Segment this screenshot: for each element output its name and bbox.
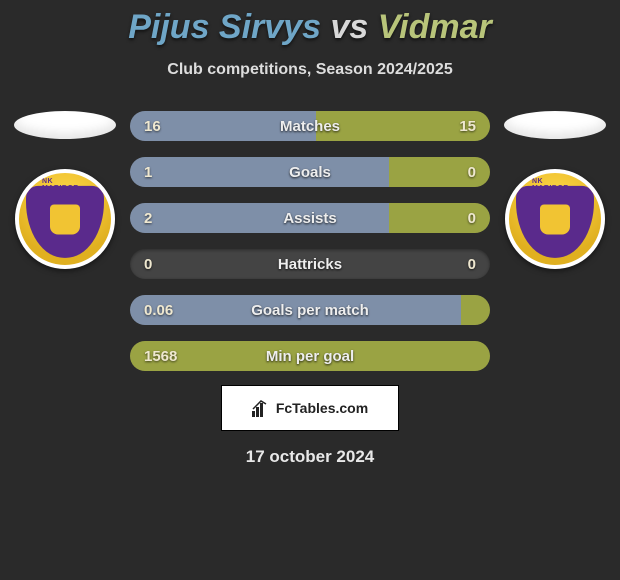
crest-shield-center [540,204,570,234]
page-title: Pijus Sirvys vs Vidmar [0,0,620,47]
bar-value-left: 0.06 [144,295,173,325]
footer-attribution: FcTables.com [221,385,399,431]
subtitle: Club competitions, Season 2024/2025 [0,61,620,79]
content-row: NK MARIBOR 1960 1615Matches10Goals20Assi… [0,111,620,371]
bar-segment-left [130,295,461,325]
bar-value-left: 16 [144,111,161,141]
bar-list: 1615Matches10Goals20Assists00Hattricks0.… [130,111,490,371]
bar-value-left: 1568 [144,341,177,371]
stat-bar: 10Goals [130,157,490,187]
bar-value-right: 15 [459,111,476,141]
bar-segment-right [461,295,490,325]
stat-bar: 0.06Goals per match [130,295,490,325]
crest-shield-center [50,204,80,234]
title-right: Vidmar [378,8,492,46]
stat-bar: 0 0Hattricks [130,249,490,279]
title-vs: vs [321,8,378,46]
club-crest-left: NK MARIBOR 1960 [15,169,115,269]
bar-value-right: 0 [468,203,476,233]
stat-bar: 1568Min per goal [130,341,490,371]
bar-segment-left [130,203,389,233]
left-side: NK MARIBOR 1960 [10,111,120,269]
fctables-logo-icon [252,399,272,417]
club-crest-right: NK MARIBOR 1960 [505,169,605,269]
bar-value-right: 0 [468,157,476,187]
player-silhouette-left [14,111,116,139]
comparison-infographic: Pijus Sirvys vs Vidmar Club competitions… [0,0,620,580]
bar-segment-full [130,341,490,371]
bar-label: Hattricks [130,249,490,279]
bar-value-right: 0 [468,249,476,279]
bar-segment-left [130,157,389,187]
right-side: NK MARIBOR 1960 [500,111,610,269]
crest-shield [26,186,104,258]
stat-bar: 20Assists [130,203,490,233]
date-text: 17 october 2024 [0,447,620,467]
footer-brand-text: FcTables.com [276,400,368,416]
bar-value-left: 2 [144,203,152,233]
bar-value-left: 0 [144,249,152,279]
player-silhouette-right [504,111,606,139]
bar-value-left: 1 [144,157,152,187]
title-left: Pijus Sirvys [128,8,321,46]
crest-shield [516,186,594,258]
stat-bar: 1615Matches [130,111,490,141]
